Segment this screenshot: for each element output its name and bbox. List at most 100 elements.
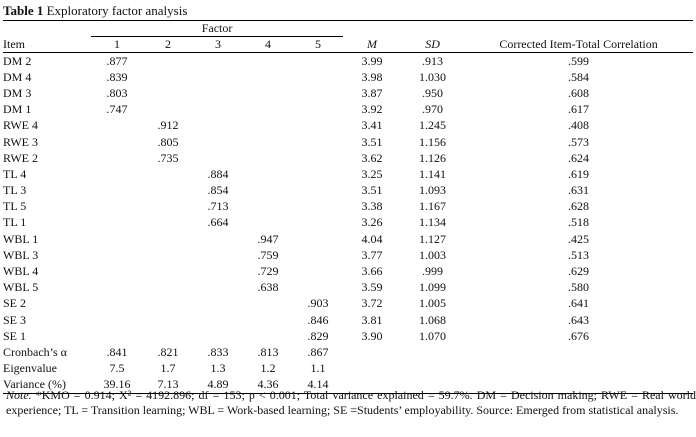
cell-corr: .573 <box>568 134 590 149</box>
cell-f4 <box>243 85 293 101</box>
cell-corr: .628 <box>568 199 590 214</box>
cell-f1 <box>91 134 143 150</box>
cell-f1 <box>91 215 143 231</box>
cell-f3 <box>193 69 243 85</box>
cell-m: 3.81 <box>361 312 383 327</box>
cell-m: 3.59 <box>361 280 383 295</box>
cell-item: TL 4 <box>3 166 27 181</box>
col-factor-2: 2 <box>143 36 193 53</box>
summary-f3: 4.89 <box>193 376 243 394</box>
cell-f3 <box>193 85 243 101</box>
col-factor-4: 4 <box>243 36 293 53</box>
cell-sd: 1.005 <box>419 296 447 311</box>
cell-f2 <box>143 312 193 328</box>
cell-sd: 1.127 <box>419 231 447 246</box>
cell-sd: .913 <box>422 53 444 68</box>
summary-f1: 39.16 <box>91 376 143 394</box>
cell-item: DM 2 <box>3 53 32 68</box>
cell-f2 <box>143 85 193 101</box>
cell-sd: 1.030 <box>419 69 447 84</box>
col-item: Item <box>3 36 91 53</box>
cell-f3 <box>193 280 243 296</box>
table-row: TL 1 .664 3.26 1.134 .518 <box>3 215 693 231</box>
table-row: SE 2 .903 3.72 1.005 .641 <box>3 296 693 312</box>
cell-f5 <box>293 231 343 247</box>
cell-f2: .735 <box>157 150 179 165</box>
cell-f3 <box>193 134 243 150</box>
cell-f4 <box>243 102 293 118</box>
cell-item: TL 1 <box>3 215 27 230</box>
cell-m: 3.51 <box>361 183 383 198</box>
cell-item: WBL 4 <box>3 264 39 279</box>
cell-f2 <box>143 263 193 279</box>
cell-f2 <box>143 69 193 85</box>
cell-m: 3.51 <box>361 134 383 149</box>
cell-m: 3.66 <box>361 264 383 279</box>
factor-header-row: Factor <box>3 20 694 37</box>
cell-corr: .643 <box>568 312 590 327</box>
table-row: RWE 4 .912 3.41 1.245 .408 <box>3 118 693 134</box>
cell-f1: .877 <box>106 53 128 68</box>
cell-corr: .629 <box>568 264 590 279</box>
cell-f4 <box>243 118 293 134</box>
cell-f4 <box>243 53 293 70</box>
table-row: WBL 1 .947 4.04 1.127 .425 <box>3 231 693 247</box>
cell-f3 <box>193 263 243 279</box>
cell-f5 <box>293 85 343 101</box>
cell-f2 <box>143 53 193 70</box>
cell-m: 3.87 <box>361 85 383 100</box>
cell-f1 <box>91 183 143 199</box>
cell-corr: .518 <box>568 215 590 230</box>
cell-f1 <box>91 118 143 134</box>
cell-f3: .854 <box>207 183 229 198</box>
summary-f2: 7.13 <box>143 376 193 394</box>
cell-m: 3.77 <box>361 247 383 262</box>
cell-f4 <box>243 199 293 215</box>
cell-item: TL 3 <box>3 183 27 198</box>
cell-item: SE 1 <box>3 328 27 343</box>
cell-f5: .903 <box>307 296 329 311</box>
col-sd: SD <box>401 36 465 53</box>
cell-sd: .970 <box>422 102 444 117</box>
cell-f1 <box>91 263 143 279</box>
table-row: RWE 2 .735 3.62 1.126 .624 <box>3 150 693 166</box>
cell-f4 <box>243 166 293 182</box>
cell-corr: .513 <box>568 247 590 262</box>
cell-f5 <box>293 69 343 85</box>
table-row: WBL 5 .638 3.59 1.099 .580 <box>3 280 693 296</box>
cell-corr: .608 <box>568 85 590 100</box>
table-row: DM 2 .877 3.99 .913 .599 <box>3 53 693 70</box>
cell-f2 <box>143 102 193 118</box>
summary-row: Cronbach’s α .841 .821 .833 .813 .867 <box>3 344 693 360</box>
table-caption: Exploratory factor analysis <box>46 3 188 18</box>
cell-f5 <box>293 183 343 199</box>
summary-f1: 7.5 <box>109 361 125 376</box>
col-factor-3: 3 <box>193 36 243 53</box>
summary-f4: .813 <box>257 344 279 359</box>
cell-f4 <box>243 69 293 85</box>
cell-f2 <box>143 328 193 344</box>
cell-sd: 1.167 <box>419 199 447 214</box>
cell-f4: .729 <box>257 264 279 279</box>
cell-f4 <box>243 134 293 150</box>
cell-item: TL 5 <box>3 199 27 214</box>
cell-item: SE 3 <box>3 312 27 327</box>
col-item-total-correlation: Corrected Item-Total Correlation <box>464 36 694 53</box>
cell-f1 <box>91 247 143 263</box>
cell-corr: .624 <box>568 150 590 165</box>
cell-f3: .664 <box>207 215 229 230</box>
col-factor-5: 5 <box>293 36 344 53</box>
cell-corr: .617 <box>568 102 590 117</box>
table-row: SE 3 .846 3.81 1.068 .643 <box>3 312 693 328</box>
cell-f1 <box>91 280 143 296</box>
cell-corr: .619 <box>568 166 590 181</box>
table-row: DM 3 .803 3.87 .950 .608 <box>3 85 693 101</box>
col-mean: M <box>343 36 402 53</box>
cell-sd: 1.070 <box>419 328 447 343</box>
cell-corr: .580 <box>568 280 590 295</box>
cell-item: WBL 3 <box>3 247 39 262</box>
cell-m: 3.25 <box>361 166 383 181</box>
factor-header: Factor <box>91 20 344 37</box>
cell-corr: .584 <box>568 69 590 84</box>
cell-item: RWE 2 <box>3 150 38 165</box>
